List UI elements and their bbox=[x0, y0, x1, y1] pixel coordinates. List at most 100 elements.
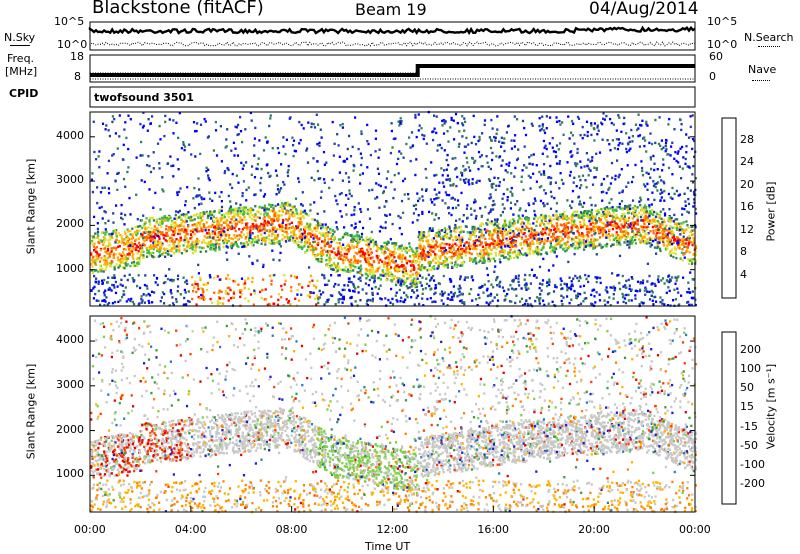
heat-cell bbox=[458, 142, 461, 146]
heat-cell bbox=[532, 234, 535, 238]
heat-cell bbox=[214, 129, 218, 132]
heat-cell bbox=[682, 221, 685, 224]
heat-cell bbox=[220, 209, 223, 213]
heat-cell bbox=[651, 209, 654, 212]
heat-cell bbox=[458, 234, 461, 237]
heat-cell bbox=[593, 233, 596, 236]
heat-cell bbox=[513, 239, 516, 242]
heat-cell bbox=[509, 284, 512, 287]
heat-cell bbox=[513, 232, 516, 235]
heat-cell bbox=[133, 302, 136, 306]
heat-cell bbox=[674, 276, 677, 279]
heat-cell bbox=[530, 227, 533, 230]
heat-cell bbox=[201, 241, 204, 244]
heat-cell bbox=[489, 252, 493, 255]
heat-cell bbox=[480, 224, 483, 227]
heat-cell bbox=[352, 264, 355, 268]
heat-cell bbox=[652, 229, 655, 232]
heat-cell bbox=[415, 158, 418, 161]
heat-cell bbox=[435, 253, 438, 256]
heat-cell bbox=[611, 286, 614, 289]
heat-cell bbox=[141, 154, 144, 157]
heat-cell bbox=[202, 239, 205, 242]
heat-cell bbox=[587, 174, 590, 177]
heat-cell bbox=[397, 268, 400, 271]
heat-cell bbox=[235, 213, 238, 216]
heat-cell bbox=[215, 216, 218, 220]
heat-cell bbox=[256, 259, 259, 262]
heat-cell bbox=[311, 217, 314, 221]
heat-cell bbox=[361, 255, 365, 258]
heat-cell bbox=[295, 242, 299, 245]
heat-cell bbox=[322, 253, 325, 256]
heat-cell bbox=[448, 237, 451, 240]
heat-cell bbox=[280, 163, 283, 166]
heat-cell bbox=[442, 253, 445, 257]
heat-cell bbox=[517, 219, 520, 222]
heat-cell bbox=[205, 288, 208, 292]
heat-cell bbox=[619, 207, 622, 210]
heat-cell bbox=[223, 170, 227, 173]
heat-cell bbox=[480, 242, 483, 246]
heat-cell bbox=[407, 259, 410, 263]
heat-cell bbox=[446, 130, 449, 133]
heat-cell bbox=[327, 258, 330, 261]
heat-cell bbox=[379, 273, 382, 277]
heat-cell bbox=[687, 262, 691, 266]
heat-cell bbox=[286, 227, 289, 230]
heat-cell bbox=[263, 204, 266, 207]
heat-cell bbox=[605, 215, 608, 218]
heat-cell bbox=[402, 179, 405, 183]
heat-cell bbox=[691, 147, 694, 151]
heat-cell bbox=[387, 257, 390, 260]
heat-cell bbox=[432, 138, 435, 142]
heat-cell bbox=[294, 234, 297, 237]
heat-cell bbox=[577, 279, 580, 283]
heat-cell bbox=[460, 252, 463, 255]
heat-cell bbox=[234, 241, 237, 244]
heat-cell bbox=[135, 193, 138, 196]
heat-cell bbox=[193, 280, 197, 283]
heat-cell bbox=[131, 255, 134, 258]
heat-cell bbox=[465, 136, 468, 140]
heat-cell bbox=[336, 202, 339, 206]
heat-cell bbox=[120, 235, 123, 238]
heat-cell bbox=[232, 290, 236, 294]
heat-cell bbox=[224, 290, 228, 293]
heat-cell bbox=[526, 244, 529, 248]
heat-cell bbox=[225, 277, 228, 280]
heat-cell bbox=[178, 244, 181, 248]
heat-cell bbox=[96, 252, 99, 255]
heat-cell bbox=[653, 246, 656, 249]
heat-cell bbox=[226, 128, 229, 131]
heat-cell bbox=[343, 246, 346, 250]
heat-cell bbox=[586, 215, 589, 218]
heat-cell bbox=[200, 226, 203, 230]
heat-cell bbox=[361, 288, 364, 291]
heat-cell bbox=[313, 284, 316, 287]
heat-cell bbox=[442, 235, 445, 238]
heat-cell bbox=[621, 189, 624, 192]
heat-cell bbox=[606, 242, 609, 246]
heat-cell bbox=[653, 198, 656, 202]
heat-cell bbox=[360, 254, 363, 257]
heat-cell bbox=[95, 269, 98, 272]
heat-cell bbox=[228, 210, 231, 213]
heat-cell bbox=[532, 172, 535, 175]
heat-cell bbox=[656, 242, 659, 246]
heat-cell bbox=[154, 239, 157, 243]
heat-cell bbox=[560, 244, 563, 247]
heat-cell bbox=[240, 242, 243, 245]
heat-cell bbox=[104, 300, 107, 303]
heat-cell bbox=[443, 230, 446, 234]
heat-cell bbox=[566, 161, 569, 164]
heat-cell bbox=[260, 176, 263, 180]
heat-cell bbox=[95, 277, 98, 280]
heat-cell bbox=[643, 216, 646, 219]
heat-cell bbox=[653, 224, 656, 227]
heat-cell bbox=[263, 227, 266, 230]
heat-cell bbox=[248, 232, 251, 235]
heat-cell bbox=[129, 246, 132, 249]
heat-cell bbox=[693, 155, 696, 158]
heat-cell bbox=[345, 255, 348, 258]
